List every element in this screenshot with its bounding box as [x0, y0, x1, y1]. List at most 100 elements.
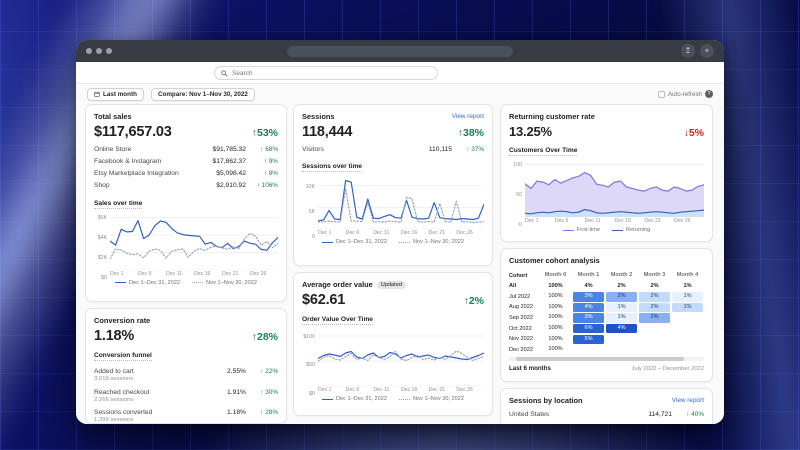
compare-button[interactable]: Compare: Nov 1–Nov 30, 2022 [150, 87, 255, 101]
browser-tab[interactable] [287, 46, 513, 57]
x-axis-labels: Dec 1 Dec 6 Dec 11 Dec 16 Dec 21 Dec 26 [525, 218, 691, 224]
search-icon [221, 69, 228, 77]
funnel-step-label: Sessions converted [94, 408, 153, 416]
cohort-header: Month 1 [577, 271, 600, 278]
auto-refresh-label: Auto-refresh [667, 90, 702, 98]
cohort-cell: 1% [683, 282, 692, 289]
view-report-link[interactable]: View report [671, 397, 704, 404]
new-tab-icon[interactable]: + [700, 44, 714, 58]
funnel-row: Reached checkout 2,266 sessions 1.91% ↑ 3… [94, 385, 278, 405]
conversion-change: ↑28% [251, 331, 278, 343]
sessions-value: 118,444 [302, 124, 353, 140]
date-range-button[interactable]: Last month [87, 87, 144, 101]
cohort-header: Cohort [509, 272, 528, 279]
channel-label: Shop [94, 182, 110, 190]
funnel-subtitle: Conversion funnel [94, 352, 152, 361]
cohort-footer-dates: July 2022 – December 2022 [631, 365, 704, 372]
legend-previous: Nov 1–Nov 30, 2022 [192, 280, 257, 286]
cohort-cell: 4% [605, 323, 638, 334]
horizontal-scrollbar[interactable] [509, 357, 704, 362]
funnel-step-change: ↑ 30% [260, 388, 278, 396]
funnel-step-change: ↑ 22% [260, 368, 278, 376]
card-title: Sessions [302, 112, 335, 121]
scrollbar-thumb[interactable] [516, 357, 684, 362]
aov-change: ↑2% [463, 295, 484, 307]
share-icon[interactable]: ↥ [681, 44, 695, 58]
cohort-cell [573, 345, 604, 354]
help-icon[interactable]: ? [705, 90, 713, 98]
channel-change: ↑ 9% [263, 157, 278, 165]
legend-previous: Nov 1–Nov 30, 2022 [399, 396, 464, 402]
cohort-cell: 3% [572, 292, 605, 302]
returning-value: 13.25% [509, 124, 552, 139]
y-axis-labels: 100 50 0 [513, 161, 522, 228]
cohort-header: Month 0 [544, 271, 567, 278]
conversion-value: 1.18% [94, 328, 135, 344]
visitors-value: 110,115 [428, 145, 452, 153]
legend-first-time: First-time [562, 227, 600, 233]
window-controls[interactable] [86, 48, 112, 54]
cohort-label: Nov 2022 [509, 336, 533, 343]
window-control-dot[interactable] [96, 48, 102, 54]
top-search-bar: Search [76, 62, 724, 84]
sales-channel-row: Facebook & Instagram $17,862.37 ↑ 9% [94, 155, 278, 167]
auto-refresh-checkbox[interactable] [657, 90, 665, 98]
sales-line-chart [110, 216, 278, 270]
y-axis-labels: $100 $50 $0 [303, 333, 315, 397]
cohort-cell: 100% [548, 303, 563, 310]
view-report-link[interactable]: View report [451, 113, 484, 120]
location-row: United States 114,721 ↑ 40% [509, 408, 704, 420]
channel-value: $5,098.42 [216, 169, 246, 177]
channel-value: $2,910.92 [216, 182, 246, 190]
cohort-cell: 100% [548, 335, 563, 342]
dotted-line-swatch [399, 398, 410, 400]
cohort-cell [639, 345, 670, 354]
cohort-header: Month 2 [610, 271, 633, 278]
location-change: ↑ 40% [686, 410, 704, 418]
legend-label: Returning [626, 227, 651, 233]
cohort-cell: 4% [584, 282, 593, 289]
cohort-row: Jul 2022 100% 3% 2% 2% 1% [509, 292, 704, 303]
calendar-icon [94, 91, 100, 97]
cohort-cell: 2% [638, 292, 671, 302]
legend-label: Dec 1–Dec 31, 2022 [336, 239, 387, 246]
card-title: Sessions by location [509, 396, 583, 405]
returning-customer-rate-card: Returning customer rate 13.25% ↓5% Custo… [500, 104, 713, 242]
funnel-step-sessions: 3,019 sessions [94, 376, 134, 383]
funnel-step-label: Reached checkout [94, 388, 150, 396]
funnel-row: Added to cart 3,019 sessions 2.55% ↑ 22% [94, 365, 278, 385]
cohort-cell: 100% [548, 346, 563, 353]
x-axis-labels: Dec 1 Dec 6 Dec 11 Dec 16 Dec 21 Dec 26 [318, 387, 473, 393]
cohort-cell [639, 335, 670, 344]
window-control-dot[interactable] [86, 48, 92, 54]
channel-value: $17,862.37 [212, 157, 246, 165]
cohort-cell: 100% [548, 324, 563, 331]
cohort-row: Nov 2022 100% 5% [509, 334, 704, 345]
legend-label: Nov 1–Nov 30, 2022 [413, 396, 464, 402]
purple-line-swatch [562, 229, 574, 231]
search-input[interactable]: Search [214, 66, 438, 80]
legend-previous: Nov 1–Nov 30, 2022 [399, 239, 464, 245]
cohort-cell [606, 335, 637, 344]
conversion-rate-card: Conversion rate 1.18% ↑28% Conversion fu… [85, 308, 287, 424]
card-title: Customer cohort analysis [509, 256, 600, 265]
total-sales-change: ↑53% [251, 127, 278, 139]
window-control-dot[interactable] [106, 48, 112, 54]
funnel-step-label: Added to cart [94, 368, 134, 376]
funnel-step-value: 1.91% [227, 388, 246, 396]
legend-label: Nov 1–Nov 30, 2022 [206, 279, 257, 286]
window-titlebar: ↥ + [76, 40, 724, 62]
channel-change: ↑ 106% [256, 182, 278, 190]
cohort-cell [672, 313, 703, 322]
cohort-cell: 5% [572, 334, 605, 344]
funnel-step-value: 2.55% [227, 368, 246, 376]
channel-label: Online Store [94, 145, 132, 153]
chart-legend: Dec 1–Dec 31, 2022 Nov 1–Nov 30, 2022 [302, 396, 484, 402]
cohort-cell [672, 345, 703, 354]
solid-line-swatch [322, 241, 333, 243]
average-order-value-card: Average order value Updated $62.61 ↑2% O… [293, 272, 493, 416]
card-title: Average order value [302, 280, 373, 289]
cohort-cell: 2% [638, 313, 671, 323]
visitors-label: Visitors [302, 145, 324, 153]
card-title: Returning customer rate [509, 112, 595, 121]
